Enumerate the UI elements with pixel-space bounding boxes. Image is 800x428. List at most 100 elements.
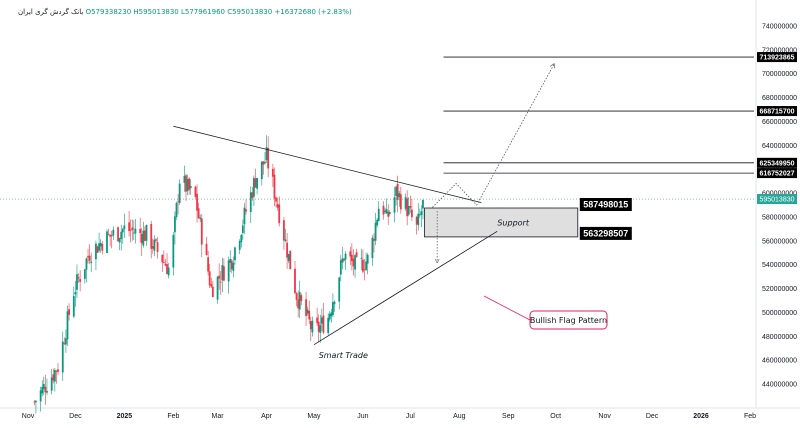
candle-body [74, 292, 77, 295]
change-value: +16372680 (+2.83%) [274, 8, 352, 16]
candle-body [196, 193, 198, 211]
candle-body [271, 168, 274, 177]
candle-body [123, 225, 126, 230]
symbol-name: بانک گردش گری ایران [18, 8, 84, 16]
x-tick-label: Apr [261, 413, 273, 420]
close-value: C595013830 [227, 8, 273, 16]
candle-body [396, 183, 399, 200]
candle-body [384, 210, 386, 213]
candle-body [164, 263, 167, 266]
candle-body [153, 239, 156, 251]
candle-body [207, 257, 210, 272]
candle-body [341, 258, 344, 263]
level-price-label: 668715700 [759, 109, 794, 116]
y-tick-label: 680000000 [762, 95, 797, 102]
candle-body [275, 197, 277, 202]
candle-body [253, 178, 255, 197]
candle-body [50, 377, 53, 391]
x-tick-label: Jul [406, 413, 415, 420]
candle-body [409, 205, 412, 208]
candle-body [399, 194, 402, 210]
candle-body [267, 147, 270, 169]
y-tick-label: 700000000 [762, 71, 797, 78]
candle-body [294, 268, 296, 293]
candle-body [332, 302, 334, 315]
candle-body [305, 299, 307, 316]
candle-body [229, 258, 232, 263]
candle-body [333, 301, 336, 305]
candle-body [276, 204, 279, 208]
candle-body [349, 251, 352, 257]
candle-body [57, 369, 59, 372]
candle-body [240, 235, 243, 243]
pattern-callout-pointer [483, 295, 531, 321]
candle-body [110, 235, 113, 237]
candle-body [167, 267, 170, 276]
support-zone[interactable] [424, 207, 579, 238]
x-tick-label: Feb [167, 413, 179, 420]
candle-body [241, 225, 244, 234]
open-value: O579338230 [85, 8, 132, 16]
candle-body [107, 234, 110, 235]
candle-body [199, 217, 202, 220]
candle-body [66, 311, 69, 340]
candle-body [319, 325, 322, 334]
candle-body [186, 178, 189, 191]
level-price-label: 625349950 [759, 160, 794, 167]
y-tick-label: 720000000 [762, 47, 797, 54]
candle-body [265, 147, 268, 160]
candle-body [245, 209, 247, 212]
candle-body [72, 296, 75, 317]
candle-body [129, 229, 132, 231]
y-tick-label: 580000000 [762, 214, 797, 221]
support-top-label: 587498015 [583, 200, 628, 210]
candle-body [338, 277, 341, 302]
candle-body [227, 260, 230, 282]
candle-body [117, 227, 119, 242]
candle-body [374, 222, 377, 241]
candle-body [223, 266, 225, 281]
projection-path[interactable] [432, 64, 554, 208]
candle-body [387, 211, 390, 217]
candle-body [327, 317, 330, 334]
pattern-callout-box[interactable] [529, 310, 608, 330]
candle-body [185, 175, 187, 192]
candle-body [63, 343, 66, 345]
current-price-label: 595013830 [759, 197, 794, 204]
triangle-lower-trendline[interactable] [313, 230, 498, 346]
candle-body [407, 206, 410, 215]
candle-body [142, 230, 145, 246]
y-tick-label: 500000000 [762, 310, 797, 317]
high-value: H595013830 [133, 8, 179, 16]
candle-body [112, 229, 115, 236]
candle-body [273, 174, 276, 199]
x-tick-label: Nov [22, 413, 35, 420]
candle-body [373, 238, 375, 241]
candle-body [260, 161, 263, 180]
candle-body [90, 261, 93, 264]
candle-body [46, 391, 48, 393]
candle-body [98, 243, 100, 251]
level-price-tag [757, 52, 797, 63]
candle-body [322, 315, 325, 333]
x-tick-label: Aug [453, 413, 466, 420]
candle-body [211, 286, 214, 298]
candle-body [128, 222, 131, 232]
candle-body [155, 239, 157, 241]
candle-body [365, 261, 367, 270]
candle-body [144, 230, 146, 241]
x-tick-label: 2026 [693, 413, 709, 420]
candle-body [362, 259, 364, 272]
candle-body [385, 209, 388, 214]
candle-body [262, 161, 265, 165]
triangle-upper-trendline[interactable] [173, 125, 482, 204]
candle-body [395, 186, 398, 197]
candle-body [140, 233, 143, 244]
x-tick-label: Oct [550, 413, 561, 420]
candle-body [264, 161, 266, 164]
x-tick-label: Dec [69, 413, 82, 420]
candle-body [289, 250, 292, 270]
candle-body [53, 369, 56, 382]
candle-body [34, 400, 37, 403]
